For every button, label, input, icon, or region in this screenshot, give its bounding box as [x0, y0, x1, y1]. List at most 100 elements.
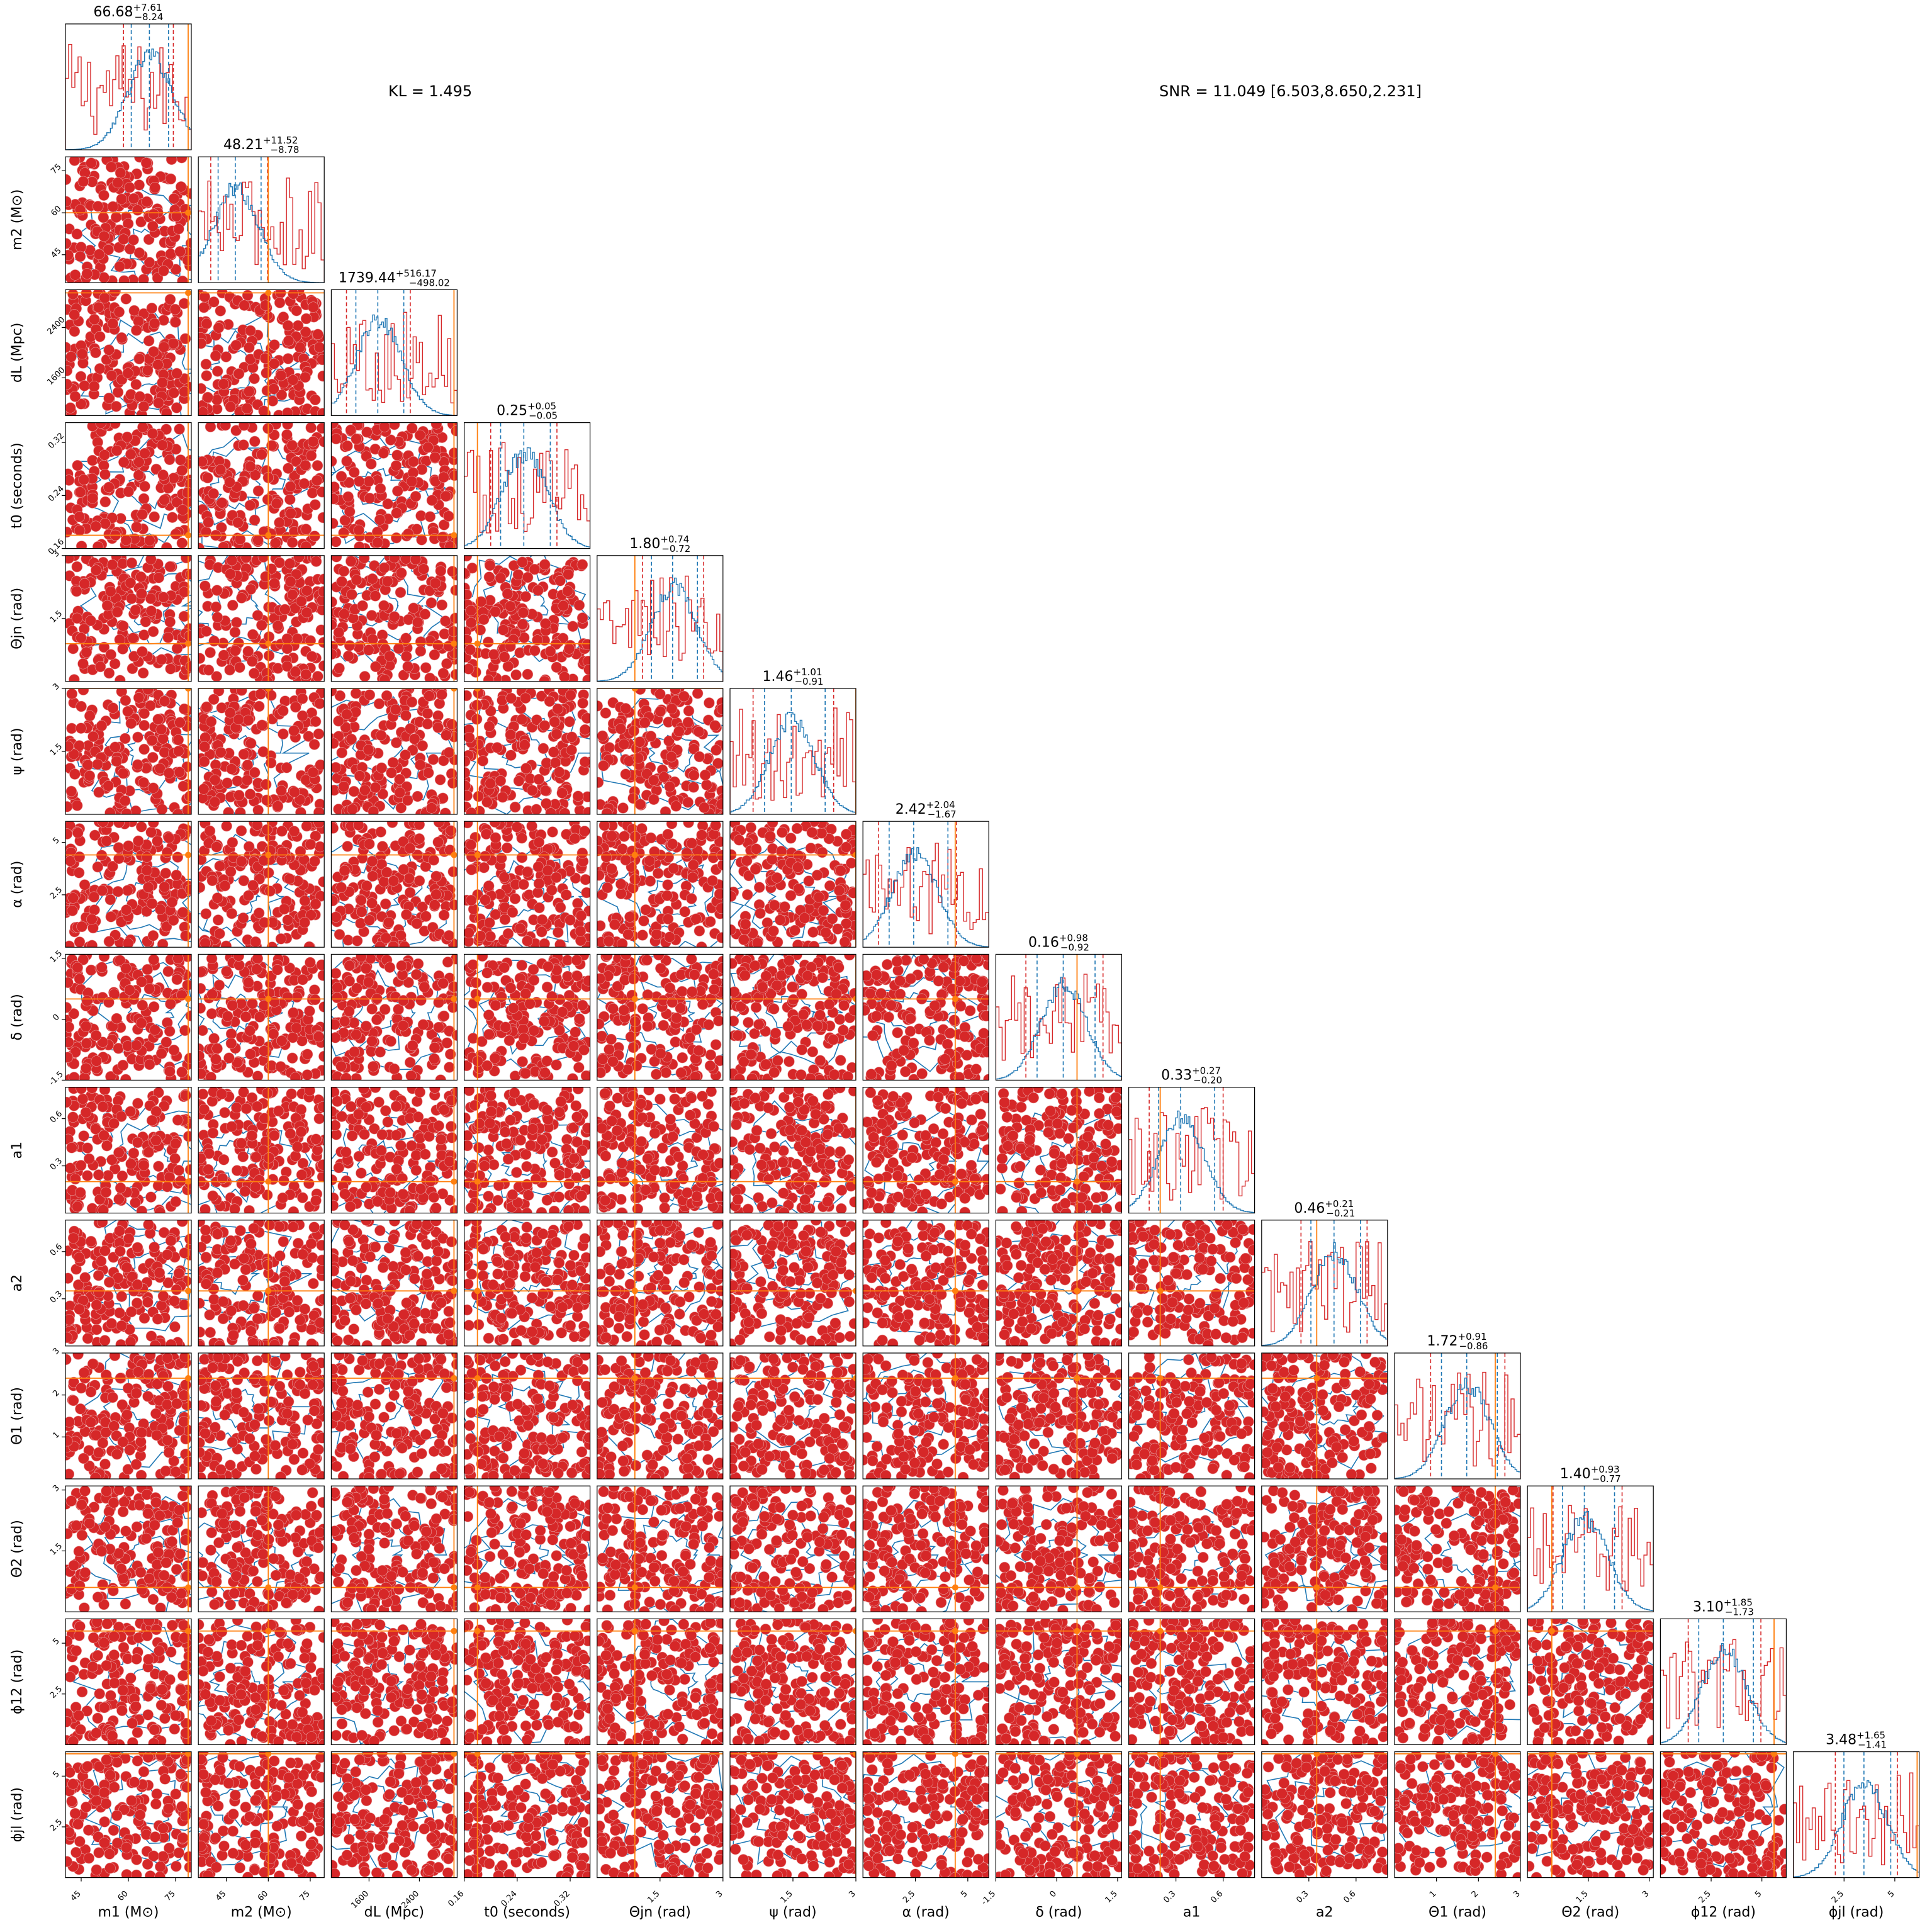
scatter-panel	[65, 157, 191, 283]
red-sample-point	[265, 757, 277, 768]
red-sample-point	[563, 989, 575, 1001]
red-sample-point	[168, 387, 180, 399]
red-sample-point	[653, 954, 665, 961]
truth-marker	[451, 851, 458, 858]
red-sample-point	[554, 1025, 565, 1036]
red-sample-point	[177, 907, 189, 918]
red-sample-point	[464, 780, 471, 792]
red-sample-point	[86, 964, 97, 976]
red-sample-point	[275, 1061, 286, 1072]
snr-annotation: SNR = 11.049 [6.503,8.650,2.231]	[1159, 82, 1422, 100]
red-sample-point	[211, 892, 223, 904]
red-sample-point	[559, 671, 570, 682]
red-sample-point	[92, 758, 103, 770]
red-sample-point	[366, 610, 378, 621]
red-sample-point	[253, 907, 265, 919]
red-sample-point	[476, 954, 488, 962]
red-sample-point	[69, 309, 80, 320]
red-sample-point	[284, 873, 295, 885]
red-sample-point	[507, 1003, 519, 1014]
red-sample-point	[155, 1048, 167, 1059]
red-sample-point	[505, 600, 516, 612]
red-sample-point	[178, 586, 190, 598]
red-sample-point	[198, 1050, 205, 1062]
scatter-panel	[597, 954, 723, 1081]
red-sample-point	[80, 1021, 92, 1032]
truth-marker	[185, 210, 191, 216]
red-sample-point	[126, 557, 138, 569]
red-sample-point	[163, 832, 175, 844]
red-sample-point	[142, 688, 154, 695]
red-sample-point	[303, 941, 315, 948]
red-sample-point	[81, 1062, 92, 1074]
red-sample-point	[171, 210, 183, 222]
panel-frame	[463, 555, 591, 682]
red-sample-point	[495, 775, 507, 787]
red-sample-point	[420, 911, 432, 922]
red-sample-point	[768, 899, 780, 911]
red-sample-point	[135, 821, 147, 833]
red-sample-point	[434, 774, 446, 785]
red-sample-point	[333, 716, 344, 727]
red-sample-point	[342, 841, 354, 852]
red-sample-point	[218, 541, 230, 549]
red-sample-point	[147, 930, 159, 941]
red-sample-point	[138, 707, 150, 719]
red-sample-point	[155, 654, 167, 665]
red-sample-point	[249, 514, 261, 526]
red-sample-point	[554, 902, 566, 913]
red-sample-point	[443, 746, 455, 758]
red-sample-point	[314, 841, 325, 853]
red-sample-point	[65, 196, 72, 208]
red-sample-point	[271, 964, 283, 975]
red-sample-point	[111, 755, 123, 767]
red-sample-point	[316, 422, 325, 434]
red-sample-point	[105, 1070, 116, 1081]
red-sample-point	[552, 926, 564, 938]
red-sample-point	[154, 763, 166, 775]
red-sample-point	[172, 954, 184, 964]
red-sample-point	[429, 1053, 440, 1065]
red-sample-point	[627, 1042, 639, 1053]
scatter-panel	[198, 954, 325, 1081]
red-sample-point	[294, 342, 306, 353]
red-sample-point	[164, 293, 176, 305]
red-sample-point	[278, 311, 289, 323]
red-sample-point	[220, 940, 232, 948]
red-sample-point	[605, 1033, 617, 1045]
red-sample-point	[708, 828, 719, 840]
scatter-panel	[198, 422, 325, 549]
red-sample-point	[205, 647, 216, 658]
red-sample-point	[478, 614, 490, 626]
red-sample-point	[346, 588, 357, 600]
red-sample-point	[274, 297, 286, 308]
red-sample-point	[424, 672, 435, 682]
red-sample-point	[216, 702, 228, 714]
red-sample-point	[601, 807, 613, 814]
red-sample-point	[398, 836, 409, 848]
red-sample-point	[351, 433, 362, 445]
red-sample-point	[564, 689, 576, 701]
red-sample-point	[298, 478, 310, 490]
red-sample-point	[256, 449, 267, 461]
red-sample-point	[636, 823, 648, 834]
red-sample-point	[317, 512, 325, 524]
panel-frame	[330, 289, 458, 416]
red-sample-point	[93, 301, 104, 313]
red-sample-point	[308, 739, 320, 750]
red-sample-point	[390, 704, 402, 716]
red-sample-point	[522, 935, 533, 946]
red-sample-point	[539, 720, 551, 731]
red-sample-point	[261, 824, 273, 836]
red-sample-point	[634, 799, 646, 810]
red-sample-point	[76, 700, 87, 712]
red-sample-point	[74, 204, 86, 216]
red-sample-point	[184, 790, 191, 802]
red-sample-point	[286, 439, 298, 451]
red-sample-point	[714, 1055, 723, 1067]
red-sample-point	[651, 1069, 662, 1080]
red-sample-point	[90, 347, 101, 359]
red-sample-point	[74, 250, 86, 262]
red-sample-point	[347, 804, 358, 814]
red-sample-point	[730, 924, 736, 936]
